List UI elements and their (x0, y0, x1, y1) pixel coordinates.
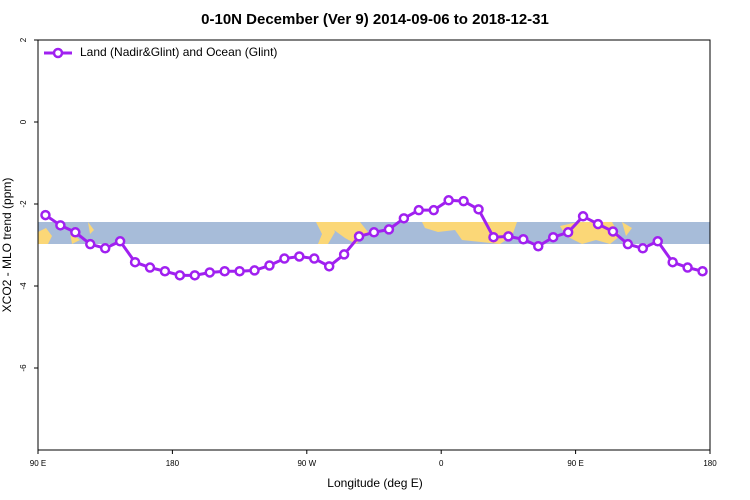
y-tick-label: 0 (19, 119, 28, 124)
y-axis-label: XCO2 - MLO trend (ppm) (0, 178, 14, 313)
point (219, 265, 230, 277)
point (533, 240, 544, 252)
point (159, 265, 171, 277)
point (428, 204, 439, 216)
point (85, 238, 96, 250)
point (667, 256, 678, 268)
point (189, 270, 201, 281)
y-tick-label: -6 (19, 364, 28, 372)
point (144, 262, 156, 273)
x-tick-label: 180 (703, 459, 717, 468)
point (294, 251, 305, 262)
point (249, 265, 260, 276)
y-tick-label: -4 (19, 282, 28, 290)
point (99, 243, 111, 254)
x-axis-label: Longitude (deg E) (327, 476, 422, 490)
legend-marker (52, 47, 64, 59)
point (368, 227, 380, 238)
point (129, 256, 141, 268)
point (458, 195, 469, 207)
point (607, 226, 619, 237)
point (323, 261, 335, 272)
point (413, 204, 425, 216)
point (383, 224, 395, 235)
point (264, 260, 275, 271)
x-tick-label: 180 (166, 459, 180, 468)
legend-label: Land (Nadir&Glint) and Ocean (Glint) (80, 45, 277, 59)
x-tick-label: 0 (439, 459, 444, 468)
point (353, 231, 365, 242)
point (114, 236, 126, 247)
y-tick-label: -2 (19, 200, 28, 208)
point (473, 204, 484, 215)
point (697, 265, 708, 277)
point (682, 262, 693, 273)
point (577, 211, 589, 222)
point (70, 227, 81, 238)
point (174, 270, 186, 281)
point (204, 267, 215, 278)
point (622, 238, 634, 250)
point (338, 249, 350, 260)
point (309, 253, 320, 264)
point (503, 231, 514, 242)
point (592, 218, 604, 230)
x-tick-label: 90 E (30, 459, 46, 468)
point (547, 231, 559, 243)
x-tick-label: 90 W (297, 459, 316, 468)
point (488, 231, 499, 243)
point (398, 213, 410, 224)
point (637, 243, 649, 254)
point (40, 209, 51, 221)
point (652, 236, 663, 247)
point (562, 227, 574, 238)
x-tick-label: 90 E (567, 459, 583, 468)
point (279, 253, 290, 264)
point (443, 195, 454, 206)
plot-frame (37, 39, 711, 451)
chart-title: 0-10N December (Ver 9) 2014-09-06 to 201… (201, 11, 549, 28)
point (234, 265, 245, 277)
y-tick-label: 2 (19, 37, 28, 42)
point (55, 220, 66, 231)
point (518, 234, 529, 245)
